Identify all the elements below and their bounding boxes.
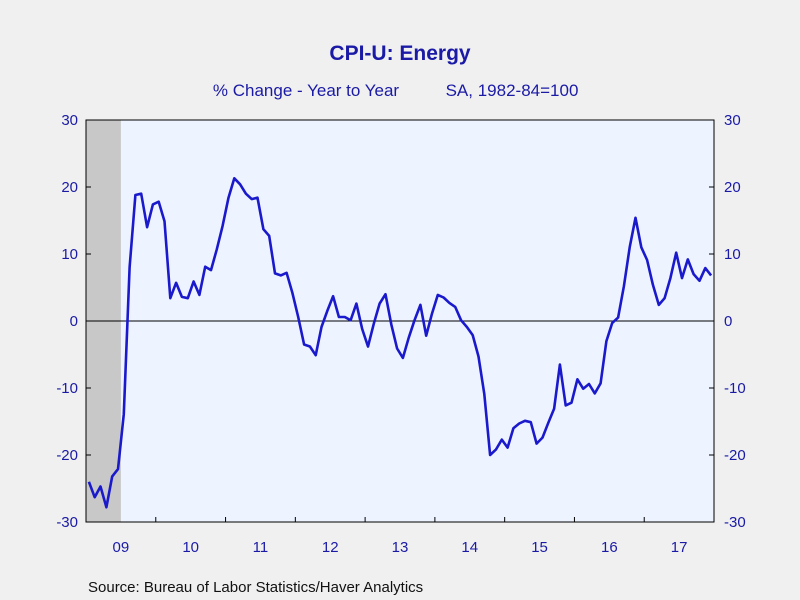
x-tick-label: 15 (531, 539, 548, 556)
chart-subtitle-note: SA, 1982-84=100 (446, 81, 579, 100)
x-tick-label: 14 (461, 539, 478, 556)
x-tick-label: 16 (601, 539, 618, 556)
x-tick-label: 13 (392, 539, 409, 556)
y-tick-label-left: 30 (61, 112, 78, 129)
y-tick-label-left: -30 (56, 514, 78, 531)
x-tick-label: 10 (182, 539, 199, 556)
x-tick-label: 11 (253, 539, 269, 556)
y-tick-label-right: 30 (724, 112, 741, 129)
y-tick-label-right: 0 (724, 313, 732, 330)
y-tick-label-left: 20 (61, 179, 78, 196)
series-line-0 (87, 177, 713, 509)
source-note: Source: Bureau of Labor Statistics/Haver… (88, 579, 423, 596)
y-tick-label-left: 0 (70, 313, 78, 330)
y-tick-label-right: -30 (724, 514, 746, 531)
x-tick-label: 12 (322, 539, 339, 556)
y-tick-label-left: -10 (56, 380, 78, 397)
y-tick-label-right: -10 (724, 380, 746, 397)
y-tick-label-left: 10 (61, 246, 78, 263)
x-tick-label: 17 (671, 539, 688, 556)
chart-subtitle: % Change - Year to Year (213, 81, 400, 100)
y-tick-label-right: -20 (724, 447, 746, 464)
y-tick-label-right: 20 (724, 179, 741, 196)
y-tick-label-right: 10 (724, 246, 741, 263)
y-tick-label-left: -20 (56, 447, 78, 464)
chart-title: CPI-U: Energy (329, 42, 471, 65)
x-tick-label: 09 (113, 539, 130, 556)
